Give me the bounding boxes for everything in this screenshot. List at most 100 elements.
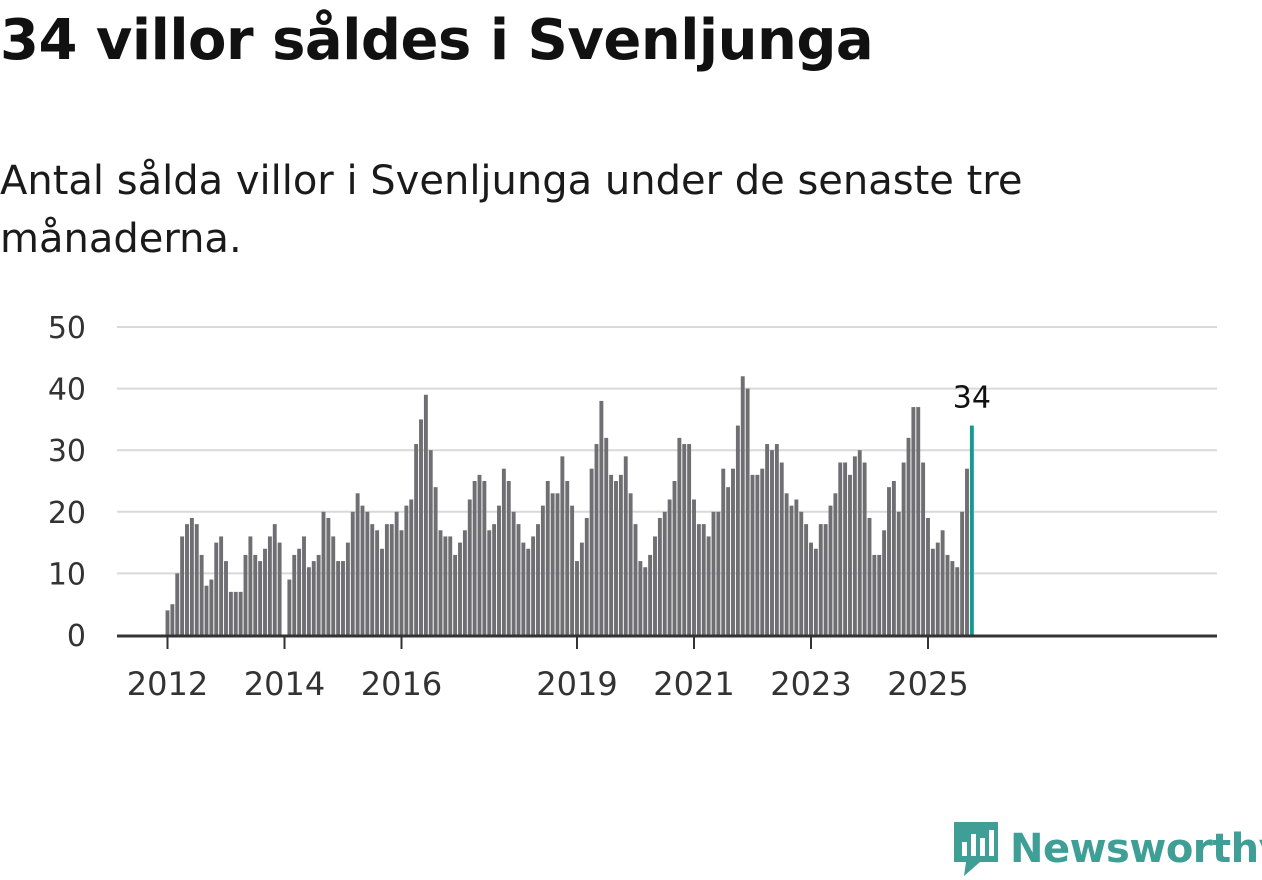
bar <box>745 388 750 635</box>
y-tick-label: 40 <box>48 373 86 408</box>
bar <box>809 542 813 635</box>
y-tick-label: 20 <box>48 496 86 531</box>
bar <box>706 536 711 635</box>
bar <box>848 474 852 635</box>
bar <box>891 481 896 635</box>
bar <box>394 511 399 635</box>
bar <box>419 419 423 635</box>
y-tick-label: 50 <box>48 311 86 346</box>
bar <box>263 548 267 635</box>
bar <box>750 474 755 635</box>
x-tick-label: 2021 <box>653 665 734 703</box>
bar <box>482 481 487 635</box>
x-tick-label: 2016 <box>361 665 442 703</box>
bar <box>735 425 740 635</box>
bar <box>433 487 438 635</box>
bar <box>492 524 497 635</box>
bar <box>965 468 969 635</box>
bar <box>935 542 940 635</box>
bar <box>838 462 843 635</box>
bar <box>467 499 472 635</box>
bar <box>692 499 696 635</box>
bar <box>409 499 414 635</box>
bar <box>404 505 409 635</box>
highlight-bar <box>969 425 974 635</box>
bar <box>365 511 370 635</box>
bar <box>550 493 555 635</box>
bar <box>219 536 224 635</box>
bar <box>414 444 419 635</box>
bar <box>721 468 726 635</box>
bar <box>872 554 877 635</box>
bar <box>389 524 394 635</box>
bar <box>921 462 926 635</box>
bar <box>726 487 731 635</box>
bar <box>224 561 228 635</box>
bar <box>862 462 867 635</box>
bar <box>906 437 911 635</box>
bar <box>555 493 560 635</box>
bar <box>189 517 194 635</box>
y-tick-label: 10 <box>48 557 86 592</box>
bar <box>662 511 667 635</box>
bar <box>306 567 311 635</box>
bar <box>614 481 618 635</box>
bar <box>272 524 277 635</box>
bar <box>287 579 292 635</box>
bar <box>887 487 891 635</box>
bar <box>575 561 579 635</box>
bar <box>370 524 375 635</box>
bar <box>755 474 760 635</box>
bar <box>896 511 901 635</box>
bar <box>828 505 833 635</box>
bar <box>472 481 477 635</box>
bar <box>955 567 960 635</box>
bar <box>687 444 692 635</box>
bar <box>175 573 180 635</box>
bar <box>380 548 384 635</box>
bar <box>341 561 345 635</box>
bar <box>940 530 945 635</box>
bar <box>355 493 360 635</box>
bar <box>292 554 297 635</box>
bar <box>214 542 219 635</box>
bar <box>526 548 531 635</box>
bar <box>770 450 774 635</box>
bar <box>677 437 682 635</box>
bar <box>711 511 716 635</box>
bar <box>443 536 448 635</box>
bar <box>765 444 770 635</box>
bar <box>428 450 433 635</box>
bar <box>477 474 482 635</box>
x-tick-label: 2023 <box>770 665 851 703</box>
bar <box>599 400 604 635</box>
chart-title: 34 villor såldes i Svenljunga <box>0 8 874 73</box>
bar <box>667 499 672 635</box>
bar <box>170 604 175 635</box>
bar <box>877 554 882 635</box>
bar <box>867 517 872 635</box>
bar <box>643 567 648 635</box>
bar <box>165 610 170 635</box>
bar <box>462 530 467 635</box>
bar <box>204 585 209 635</box>
brand[interactable]: Newsworthy <box>950 818 1262 880</box>
bar <box>696 524 701 635</box>
bar <box>638 561 643 635</box>
newsworthy-logo-icon <box>954 822 998 876</box>
bar <box>228 591 233 635</box>
bar <box>375 530 380 635</box>
bar <box>458 542 462 635</box>
bar-chart: 0 10 20 30 40 50 2012 2014 2016 2019 2021 2023 2025 3… <box>48 311 1217 703</box>
bar <box>672 481 677 635</box>
bar <box>926 517 930 635</box>
bar <box>497 505 501 635</box>
x-tick-label: 2014 <box>244 665 325 703</box>
y-tick-label: 30 <box>48 434 86 469</box>
bar <box>326 517 331 635</box>
bar <box>623 456 628 635</box>
bar <box>716 511 721 635</box>
bar <box>209 579 214 635</box>
bar <box>511 511 516 635</box>
bar <box>833 493 838 635</box>
